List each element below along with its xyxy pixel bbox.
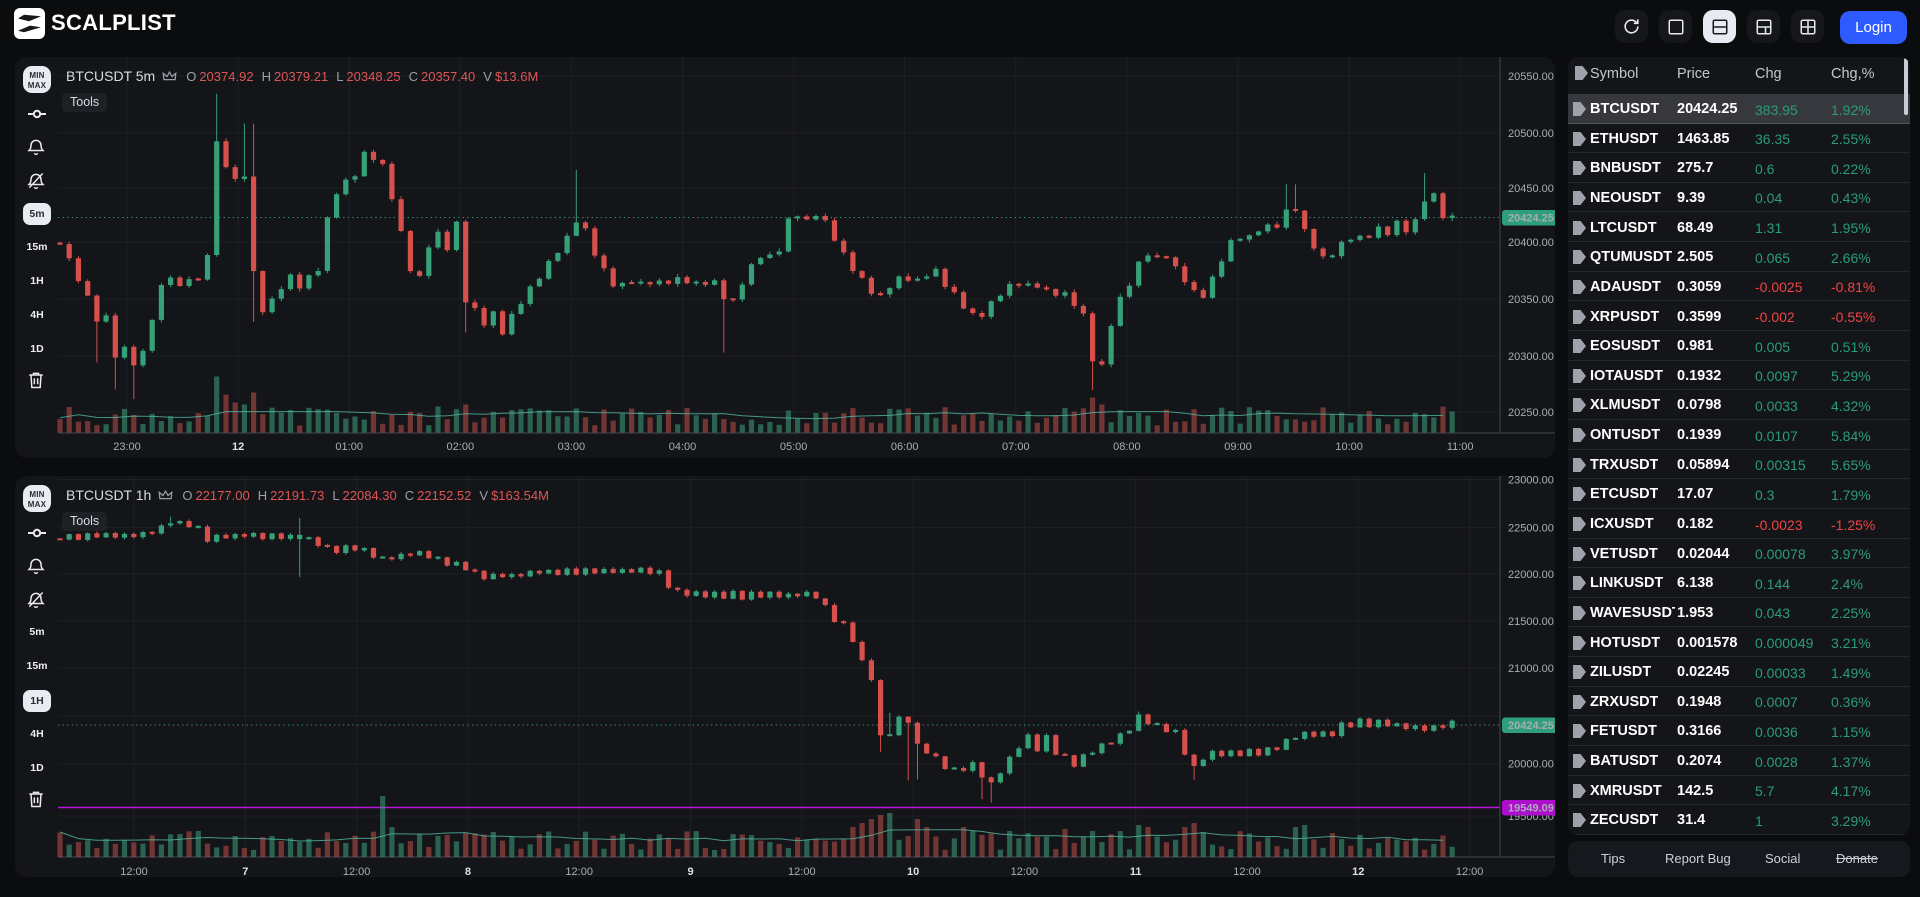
- svg-text:21000.00: 21000.00: [1508, 663, 1554, 675]
- svg-text:12: 12: [232, 441, 244, 453]
- svg-text:20424.25: 20424.25: [1508, 213, 1554, 225]
- svg-text:12:00: 12:00: [1233, 866, 1261, 877]
- svg-text:12:00: 12:00: [788, 866, 816, 877]
- svg-text:22000.00: 22000.00: [1508, 569, 1554, 581]
- svg-text:02:00: 02:00: [447, 441, 475, 453]
- svg-text:08:00: 08:00: [1113, 441, 1141, 453]
- svg-text:21500.00: 21500.00: [1508, 616, 1554, 628]
- svg-text:8: 8: [465, 866, 471, 877]
- svg-text:20400.00: 20400.00: [1508, 237, 1554, 249]
- svg-text:22500.00: 22500.00: [1508, 522, 1554, 534]
- svg-text:12:00: 12:00: [343, 866, 371, 877]
- svg-text:20450.00: 20450.00: [1508, 183, 1554, 195]
- svg-text:20300.00: 20300.00: [1508, 351, 1554, 363]
- svg-text:20550.00: 20550.00: [1508, 71, 1554, 83]
- svg-text:12:00: 12:00: [1456, 866, 1484, 877]
- svg-text:9: 9: [687, 866, 693, 877]
- svg-text:12:00: 12:00: [565, 866, 593, 877]
- svg-text:11: 11: [1130, 866, 1142, 877]
- svg-text:20350.00: 20350.00: [1508, 294, 1554, 306]
- svg-text:7: 7: [242, 866, 248, 877]
- svg-text:07:00: 07:00: [1002, 441, 1030, 453]
- svg-text:12:00: 12:00: [1011, 866, 1039, 877]
- svg-text:09:00: 09:00: [1224, 441, 1252, 453]
- svg-text:11:00: 11:00: [1447, 441, 1474, 453]
- svg-text:05:00: 05:00: [780, 441, 808, 453]
- svg-text:12: 12: [1352, 866, 1364, 877]
- svg-text:20424.25: 20424.25: [1508, 720, 1554, 732]
- svg-text:20250.00: 20250.00: [1508, 407, 1554, 419]
- svg-text:12:00: 12:00: [120, 866, 148, 877]
- svg-text:06:00: 06:00: [891, 441, 919, 453]
- svg-text:19549.09: 19549.09: [1508, 803, 1554, 815]
- svg-text:04:00: 04:00: [669, 441, 697, 453]
- svg-text:03:00: 03:00: [558, 441, 586, 453]
- svg-text:20500.00: 20500.00: [1508, 128, 1554, 140]
- svg-text:10: 10: [907, 866, 919, 877]
- svg-text:23:00: 23:00: [113, 441, 141, 453]
- svg-text:20000.00: 20000.00: [1508, 759, 1554, 771]
- svg-text:01:00: 01:00: [335, 441, 363, 453]
- svg-text:23000.00: 23000.00: [1508, 476, 1554, 486]
- svg-text:10:00: 10:00: [1335, 441, 1363, 453]
